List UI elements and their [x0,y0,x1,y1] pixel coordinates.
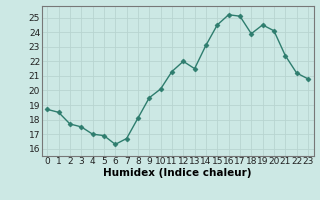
X-axis label: Humidex (Indice chaleur): Humidex (Indice chaleur) [103,168,252,178]
